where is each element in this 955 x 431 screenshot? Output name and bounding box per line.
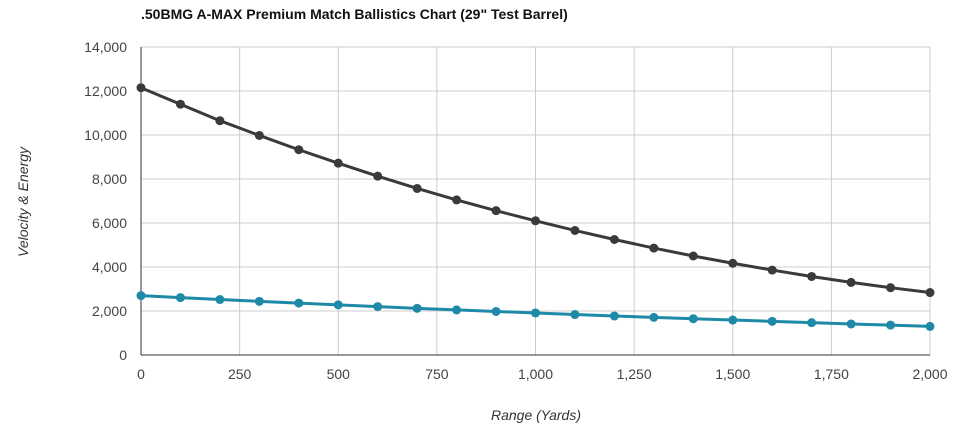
chart-title: .50BMG A-MAX Premium Match Ballistics Ch… bbox=[141, 6, 568, 22]
y-tick-label: 6,000 bbox=[92, 215, 127, 231]
series-1-point[interactable] bbox=[333, 158, 343, 168]
series-1-point[interactable] bbox=[215, 116, 225, 126]
series-2-point[interactable] bbox=[728, 315, 738, 325]
series-2-point[interactable] bbox=[886, 320, 896, 330]
series-1-point[interactable] bbox=[688, 251, 698, 261]
axis-layer bbox=[140, 47, 930, 356]
x-tick-label: 250 bbox=[228, 366, 252, 382]
series-1-point[interactable] bbox=[175, 99, 185, 109]
x-tick-label: 1,500 bbox=[715, 366, 750, 382]
series-2-point[interactable] bbox=[649, 312, 659, 322]
series-1-point[interactable] bbox=[531, 216, 540, 226]
series-1-point[interactable] bbox=[491, 206, 501, 216]
series-2-point[interactable] bbox=[333, 300, 343, 310]
series-1-point[interactable] bbox=[136, 83, 146, 93]
series-1-point[interactable] bbox=[570, 225, 580, 235]
series-1-point[interactable] bbox=[373, 171, 383, 181]
x-tick-label: 750 bbox=[425, 366, 449, 382]
series-1-point[interactable] bbox=[649, 243, 659, 253]
x-axis-title: Range (Yards) bbox=[491, 407, 581, 423]
y-tick-label: 4,000 bbox=[92, 259, 127, 275]
series-1-point[interactable] bbox=[609, 235, 619, 244]
series-2-point[interactable] bbox=[846, 319, 856, 329]
tick-labels: 0 2,000 4,000 6,000 8,000 10,000 12,000 14,000 0… bbox=[84, 39, 948, 382]
series-2-point[interactable] bbox=[609, 311, 619, 321]
x-tick-label: 0 bbox=[137, 366, 145, 382]
series-2-point[interactable] bbox=[254, 296, 264, 306]
series-1-point[interactable] bbox=[452, 195, 462, 205]
series-1-point[interactable] bbox=[412, 183, 422, 193]
series-1-point[interactable] bbox=[728, 258, 738, 268]
series-1-point[interactable] bbox=[925, 288, 935, 298]
y-tick-label: 14,000 bbox=[84, 39, 127, 55]
series-1-point[interactable] bbox=[846, 277, 856, 287]
series-layer bbox=[136, 83, 935, 331]
series-2-point[interactable] bbox=[925, 321, 935, 331]
series-2-point[interactable] bbox=[175, 293, 185, 303]
y-axis-title: Velocity & Energy bbox=[15, 146, 31, 257]
series-2-point[interactable] bbox=[294, 298, 304, 308]
y-tick-label: 12,000 bbox=[84, 83, 127, 99]
x-tick-label: 500 bbox=[327, 366, 351, 382]
series-2-point[interactable] bbox=[491, 306, 501, 316]
series-2-point[interactable] bbox=[136, 291, 146, 301]
series-2-point[interactable] bbox=[215, 295, 225, 305]
series-2-point[interactable] bbox=[688, 314, 698, 324]
series-2-point[interactable] bbox=[767, 316, 777, 326]
series-2-point[interactable] bbox=[373, 302, 383, 312]
x-tick-label: 1,750 bbox=[814, 366, 849, 382]
y-tick-label: 10,000 bbox=[84, 127, 127, 143]
series-1-point[interactable] bbox=[767, 265, 777, 275]
series-2-point[interactable] bbox=[452, 305, 462, 315]
y-tick-label: 8,000 bbox=[92, 171, 127, 187]
x-tick-label: 2,000 bbox=[912, 366, 947, 382]
series-2 bbox=[136, 291, 935, 331]
y-tick-label: 2,000 bbox=[92, 303, 127, 319]
series-2-point[interactable] bbox=[570, 310, 580, 320]
series-1-point[interactable] bbox=[807, 271, 817, 281]
series-1-point[interactable] bbox=[254, 130, 264, 140]
series-1 bbox=[136, 83, 935, 298]
x-tick-label: 1,000 bbox=[518, 366, 553, 382]
series-1-point[interactable] bbox=[886, 283, 896, 293]
series-2-point[interactable] bbox=[531, 308, 540, 318]
series-2-point[interactable] bbox=[412, 303, 422, 313]
x-tick-label: 1,250 bbox=[617, 366, 652, 382]
series-1-point[interactable] bbox=[294, 145, 304, 155]
series-2-point[interactable] bbox=[807, 318, 817, 328]
y-tick-label: 0 bbox=[119, 347, 127, 363]
